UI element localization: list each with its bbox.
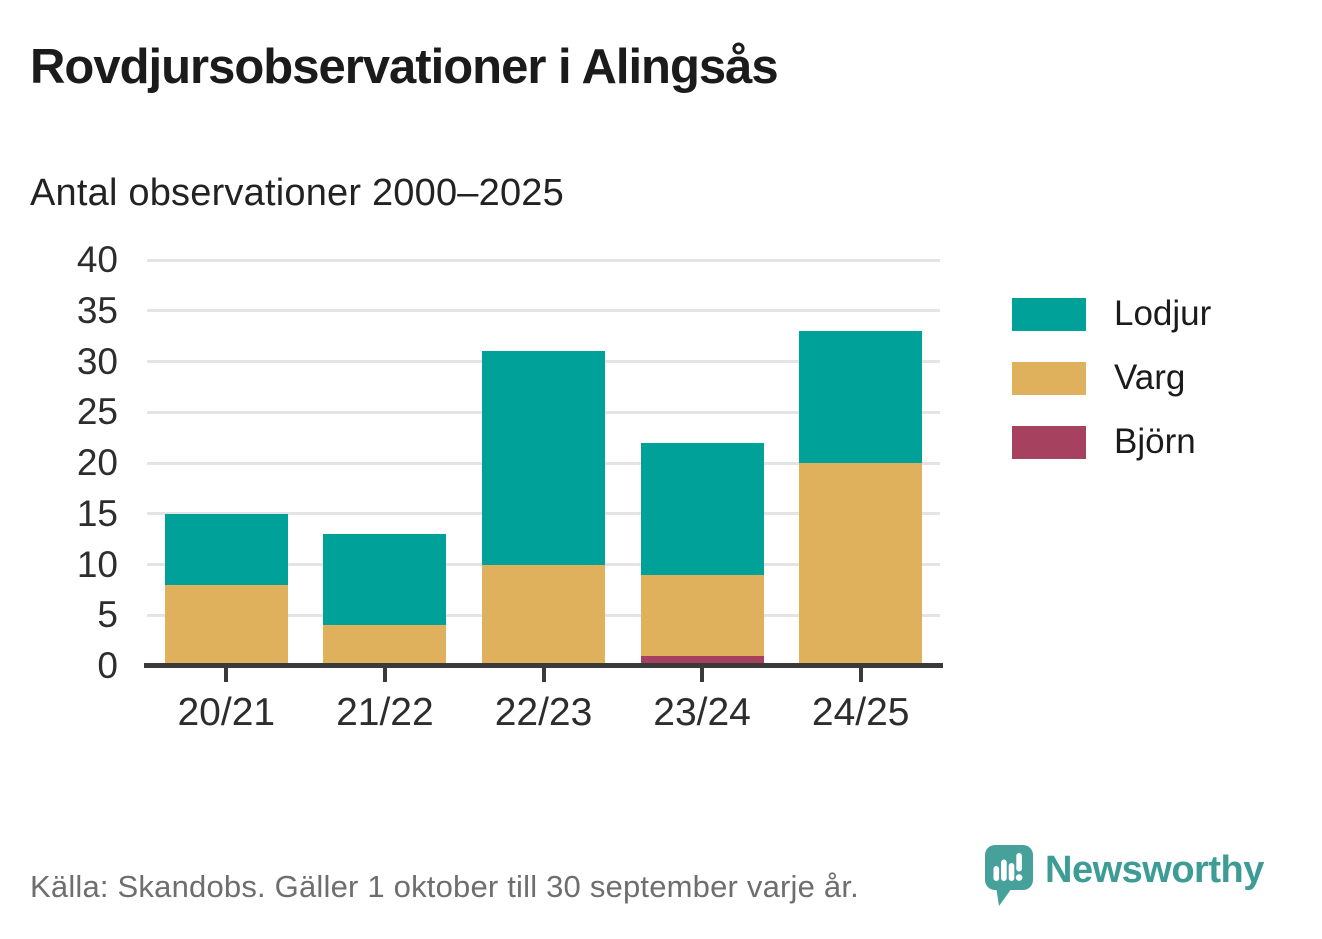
bar-segment-lodjur bbox=[323, 534, 447, 626]
y-tick-label: 25 bbox=[76, 391, 118, 433]
newsworthy-logo-icon bbox=[985, 845, 1033, 913]
x-axis-tick bbox=[700, 668, 705, 682]
bar-segment-lodjur bbox=[799, 331, 923, 463]
y-tick-label: 20 bbox=[76, 442, 118, 483]
x-axis-line bbox=[144, 663, 943, 668]
chart-legend: Lodjur Varg Björn bbox=[1012, 294, 1211, 486]
bar-segment-varg bbox=[482, 564, 605, 666]
legend-label: Lodjur bbox=[1114, 294, 1212, 333]
brand-name: Newsworthy bbox=[1045, 849, 1264, 891]
page-title: Rovdjursobservationer i Alingsås bbox=[30, 40, 779, 94]
x-tick-label: 21/22 bbox=[336, 691, 434, 734]
legend-item-bjorn: Björn bbox=[1012, 422, 1211, 462]
legend-item-lodjur: Lodjur bbox=[1012, 294, 1211, 334]
y-tick-label: 15 bbox=[76, 492, 118, 534]
bar-segment-bjorn bbox=[640, 655, 764, 666]
source-note: Källa: Skandobs. Gäller 1 oktober till 3… bbox=[30, 869, 859, 904]
x-axis-tick bbox=[224, 668, 229, 682]
bar-segment-lodjur bbox=[164, 513, 288, 585]
legend-swatch-varg bbox=[1012, 361, 1086, 395]
legend-swatch-lodjur bbox=[1012, 297, 1086, 331]
bar-segment-varg bbox=[799, 463, 923, 666]
bar-segment-lodjur bbox=[640, 442, 764, 575]
bar-group bbox=[799, 331, 923, 666]
brand-lockup: Newsworthy bbox=[985, 845, 1264, 913]
bar-group bbox=[164, 513, 288, 666]
bar-group bbox=[482, 351, 605, 666]
gridline bbox=[147, 309, 940, 313]
y-tick-label: 35 bbox=[76, 289, 118, 331]
y-tick-label: 10 bbox=[76, 543, 118, 585]
plot-area bbox=[144, 258, 943, 668]
bar-segment-varg bbox=[323, 625, 447, 666]
bar-segment-lodjur bbox=[482, 351, 605, 565]
legend-item-varg: Varg bbox=[1012, 358, 1211, 398]
x-tick-label: 23/24 bbox=[653, 691, 751, 734]
bar-group bbox=[323, 534, 447, 666]
bar-segment-varg bbox=[164, 584, 288, 666]
legend-label: Björn bbox=[1114, 422, 1196, 461]
chart-subtitle: Antal observationer 2000–2025 bbox=[30, 172, 564, 214]
legend-label: Varg bbox=[1114, 358, 1186, 397]
x-tick-label: 20/21 bbox=[177, 691, 276, 734]
x-tick-label: 24/25 bbox=[811, 691, 910, 734]
legend-swatch-bjorn bbox=[1012, 425, 1086, 459]
y-tick-label: 0 bbox=[97, 645, 118, 686]
x-axis-tick bbox=[541, 668, 546, 682]
y-tick-label: 30 bbox=[76, 340, 118, 382]
bar-segment-varg bbox=[640, 574, 764, 656]
y-tick-label: 40 bbox=[76, 239, 118, 280]
y-axis-labels: 0 5 10 15 20 25 30 35 40 bbox=[20, 240, 118, 686]
x-axis-tick bbox=[382, 668, 387, 682]
x-tick-label: 22/23 bbox=[494, 691, 593, 734]
bar-group bbox=[640, 442, 764, 666]
gridline bbox=[147, 258, 940, 262]
x-axis-tick bbox=[858, 668, 863, 682]
y-tick-label: 5 bbox=[97, 594, 118, 636]
